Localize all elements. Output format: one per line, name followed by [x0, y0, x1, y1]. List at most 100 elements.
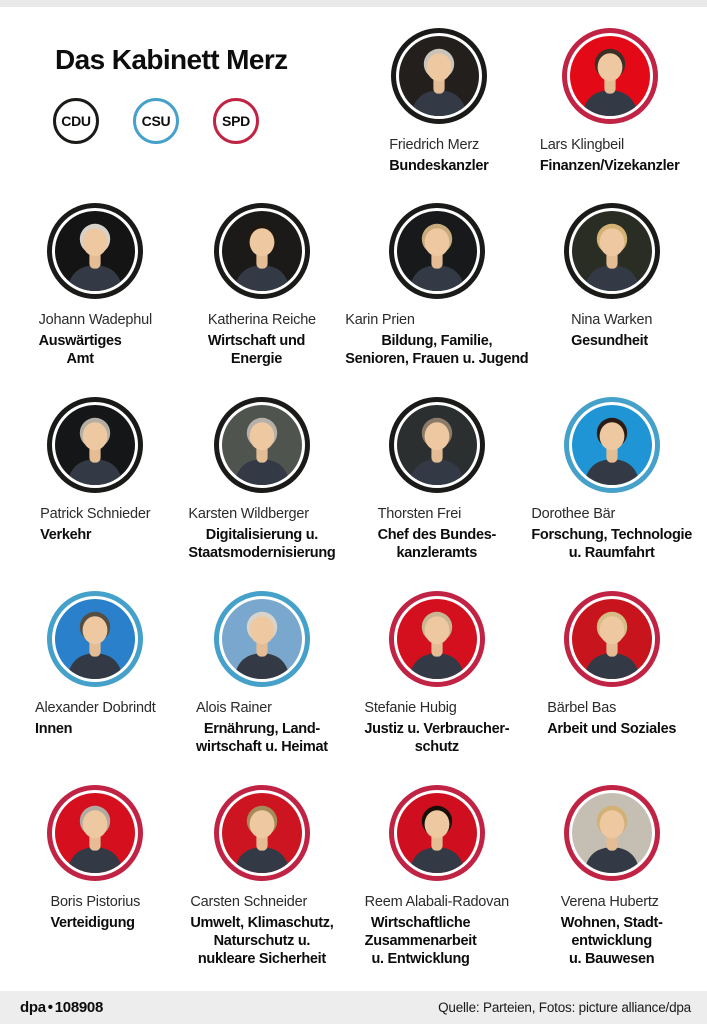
party-legend: CDU CSU SPD	[53, 98, 354, 144]
portrait-photo	[221, 405, 302, 485]
member-caption: Boris Pistorius Verteidigung	[50, 881, 140, 932]
member-caption: Alexander Dobrindt Innen	[35, 687, 156, 738]
dpa-logo: dpa	[20, 999, 46, 1016]
party-legend-circle: CSU	[133, 98, 179, 144]
portrait-ring	[390, 28, 487, 124]
cabinet-member-card: Bärbel Bas Arbeit und Soziales	[528, 591, 695, 785]
portrait-photo	[571, 405, 652, 485]
member-caption: Karsten Wildberger Digitalisierung u. St…	[188, 493, 335, 562]
top-strip	[0, 0, 707, 7]
cabinet-member-card: Johann Wadephul Auswärtiges Amt	[12, 203, 179, 397]
portrait-photo	[396, 599, 477, 679]
member-name: Thorsten Frei	[377, 506, 462, 522]
member-caption: Thorsten Frei Chef des Bundes- kanzleram…	[377, 493, 497, 562]
cabinet-member-card: Dorothee Bär Forschung, Technologie u. R…	[528, 397, 695, 591]
cabinet-member-card: Stefanie Hubig Justiz u. Verbraucher- sc…	[345, 591, 528, 785]
dpa-credit: dpa • 108908	[20, 999, 103, 1016]
portrait-photo	[396, 405, 477, 485]
member-name: Carsten Schneider	[190, 894, 308, 910]
member-caption: Johann Wadephul Auswärtiges Amt	[38, 299, 153, 368]
person-avatar	[67, 417, 123, 485]
member-role: Verkehr	[40, 527, 92, 543]
member-role: Finanzen/Vizekanzler	[539, 158, 680, 174]
graphic-id: 108908	[54, 999, 104, 1016]
person-avatar	[409, 805, 465, 873]
member-name: Patrick Schnieder	[40, 506, 151, 522]
party-legend-label: SPD	[222, 113, 250, 129]
member-role: Forschung, Technologie u. Raumfahrt	[531, 527, 693, 562]
portrait-photo	[55, 405, 136, 485]
portrait-ring	[563, 785, 660, 881]
member-role: Wirtschaft und Energie	[207, 333, 306, 368]
member-name: Karin Prien	[345, 312, 415, 328]
source-credit: Quelle: Parteien, Fotos: picture allianc…	[438, 1000, 691, 1015]
member-name: Karsten Wildberger	[188, 506, 309, 522]
portrait-ring	[388, 591, 485, 687]
portrait-ring	[213, 397, 310, 493]
portrait-photo	[221, 793, 302, 873]
member-name: Johann Wadephul	[38, 312, 153, 328]
portrait-photo	[398, 36, 479, 116]
member-role: Bildung, Familie, Senioren, Frauen u. Ju…	[345, 333, 529, 368]
title-block: Das Kabinett Merz CDU CSU SPD	[12, 28, 354, 203]
cabinet-members-grid: Johann Wadephul Auswärtiges Amt Katherin…	[0, 203, 707, 979]
member-caption: Katherina Reiche Wirtschaft und Energie	[208, 299, 316, 368]
member-caption: Bärbel Bas Arbeit und Soziales	[547, 687, 676, 738]
member-role: Digitalisierung u. Staatsmodernisierung	[188, 527, 336, 562]
cabinet-member-card: Reem Alabali-Radovan Wirtschaftliche Zus…	[345, 785, 528, 979]
member-caption: Lars Klingbeil Finanzen/Vizekanzler	[540, 124, 680, 175]
person-avatar	[409, 417, 465, 485]
member-role: Wirtschaftliche Zusammenarbeit u. Entwic…	[364, 915, 477, 968]
member-caption: Alois Rainer Ernährung, Land- wirtschaft…	[196, 687, 328, 756]
portrait-ring	[47, 785, 144, 881]
portrait-ring	[561, 28, 658, 124]
member-name: Bärbel Bas	[547, 700, 617, 716]
member-name: Reem Alabali-Radovan	[364, 894, 510, 910]
header-row: Das Kabinett Merz CDU CSU SPD Friedrich …	[0, 7, 707, 203]
person-avatar	[67, 611, 123, 679]
person-avatar	[234, 417, 290, 485]
party-legend-label: CDU	[61, 113, 91, 129]
member-name: Alexander Dobrindt	[35, 700, 156, 716]
portrait-photo	[55, 599, 136, 679]
person-avatar	[234, 805, 290, 873]
portrait-ring	[388, 397, 485, 493]
portrait-ring	[47, 203, 144, 299]
cabinet-member-card: Thorsten Frei Chef des Bundes- kanzleram…	[345, 397, 528, 591]
person-avatar	[67, 805, 123, 873]
member-name: Dorothee Bär	[531, 506, 616, 522]
member-name: Stefanie Hubig	[364, 700, 457, 716]
portrait-photo	[396, 211, 477, 291]
member-name: Boris Pistorius	[50, 894, 141, 910]
person-avatar	[584, 611, 640, 679]
portrait-ring	[213, 591, 310, 687]
cabinet-member-card: Katherina Reiche Wirtschaft und Energie	[179, 203, 346, 397]
member-name: Alois Rainer	[196, 700, 272, 716]
portrait-ring	[563, 591, 660, 687]
member-role: Verteidigung	[50, 915, 135, 931]
member-caption: Reem Alabali-Radovan Wirtschaftliche Zus…	[364, 881, 510, 968]
page-title: Das Kabinett Merz	[55, 44, 288, 75]
portrait-photo	[55, 793, 136, 873]
party-legend-label: CSU	[141, 113, 171, 129]
member-role: Justiz u. Verbraucher- schutz	[364, 721, 510, 756]
member-role: Auswärtiges Amt	[38, 333, 122, 368]
cabinet-member-card: Alexander Dobrindt Innen	[12, 591, 179, 785]
cabinet-member-card: Patrick Schnieder Verkehr	[12, 397, 179, 591]
cabinet-member-card: Boris Pistorius Verteidigung	[12, 785, 179, 979]
member-role: Ernährung, Land- wirtschaft u. Heimat	[196, 721, 328, 756]
cabinet-member-card: Nina Warken Gesundheit	[528, 203, 695, 397]
portrait-photo	[569, 36, 650, 116]
member-role: Chef des Bundes- kanzleramts	[377, 527, 497, 562]
cabinet-member-card: Karin Prien Bildung, Familie, Senioren, …	[345, 203, 529, 397]
member-caption: Verena Hubertz Wohnen, Stadt- entwicklun…	[561, 881, 663, 968]
dot-separator: •	[47, 999, 53, 1016]
portrait-photo	[221, 599, 302, 679]
member-name: Katherina Reiche	[207, 312, 316, 328]
member-role: Arbeit und Soziales	[547, 721, 677, 737]
portrait-photo	[221, 211, 302, 291]
member-name: Friedrich Merz	[389, 137, 480, 153]
cabinet-member-card: Lars Klingbeil Finanzen/Vizekanzler	[524, 28, 695, 203]
person-avatar	[581, 48, 638, 116]
portrait-ring	[563, 397, 660, 493]
